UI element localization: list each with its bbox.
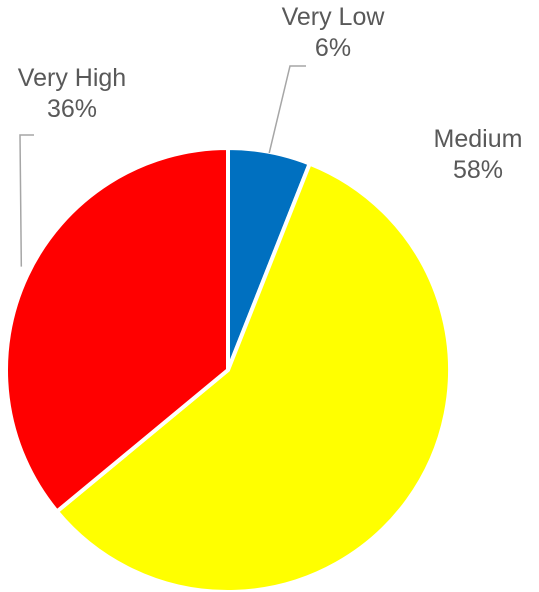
pie-slice-medium [54, 161, 452, 592]
data-label-medium-category: Medium [433, 125, 523, 153]
leader-lines [19, 65, 306, 267]
pie-slices [4, 146, 452, 592]
data-label-very-high: Very High 36% [18, 63, 126, 125]
data-label-very-low: Very Low 6% [282, 2, 385, 64]
data-label-very-low-value: 6% [314, 34, 352, 62]
data-label-medium-value: 58% [452, 156, 504, 184]
leader-line-very-high [19, 134, 34, 267]
data-label-very-low-category: Very Low [281, 3, 385, 31]
data-label-very-high-category: Very High [17, 64, 127, 92]
pie-slice-very-high [4, 146, 230, 514]
data-label-very-high-value: 36% [46, 95, 98, 123]
leader-line-very-low [268, 65, 306, 154]
data-label-medium: Medium 58% [434, 124, 523, 186]
